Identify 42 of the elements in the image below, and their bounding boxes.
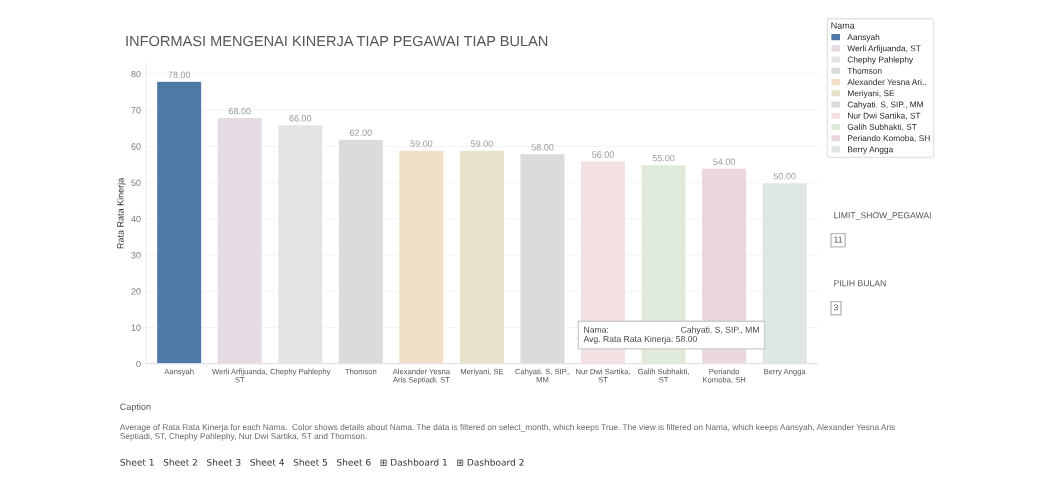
legend-label: Thomson [847, 67, 882, 74]
y-tick-label: 50 [131, 179, 141, 186]
data-label: 58.00 [531, 144, 554, 151]
y-tick-label: 70 [131, 107, 141, 114]
y-tick-label: 10 [131, 324, 141, 331]
y-tick-label: 40 [131, 215, 141, 223]
legend-label: Periando Komoba, SH [848, 134, 930, 143]
data-label: 59.00 [470, 140, 493, 147]
legend-label: Berry Angga [848, 146, 894, 154]
text: Average of Rata Rata Kinerja for each Nama. Color shows details about Nama. The data is filtered on select_month, which keeps True. The view is filtered on Nama, which keeps Aansyah, Alexander Yesna Aris Septiadi, ST, Chephy Pahlephy, Nur Dwi Sartika, ST and Thomson. [119, 423, 895, 441]
text: PILIH BULAN [834, 280, 886, 287]
legend-title: Nama [831, 22, 855, 29]
data-label: 56.00 [592, 151, 614, 158]
data-label: 68.00 [228, 107, 251, 115]
y-tick-label: 0 [136, 360, 141, 368]
data-label: 59.00 [410, 140, 433, 147]
y-tick-label: 20 [131, 288, 141, 295]
y-axis-title: Rata Rata Kinerja [117, 177, 126, 249]
data-label: 66.00 [289, 115, 312, 122]
data-label: 54.00 [713, 158, 736, 165]
legend-label: Werli Arfijuanda, ST [847, 45, 921, 53]
text: 3 [833, 304, 839, 311]
y-tick-label: 30 [131, 252, 141, 259]
legend-label: Meriyani, SE [848, 90, 895, 98]
legend-label: Nur Dwi Sartika, ST [848, 112, 921, 120]
data-label: 55.00 [652, 154, 675, 162]
legend-label: Alexander Yesna Ari.. [847, 78, 926, 85]
legend-label: Cahyati. S, SIP., MM [847, 101, 923, 110]
y-tick-label: 60 [131, 143, 141, 150]
legend-label: Chephy Pahlephy [847, 56, 914, 65]
annotation: Nama: Cahyati. S, SIP., MM Avg. Rata Rata Kinerja: 58.00 [583, 326, 759, 344]
text: LIMIT_SHOW_PEGAWAI [834, 212, 931, 220]
text: 11 [834, 236, 843, 243]
legend-label: Galih Subhakti, ST [847, 123, 917, 131]
text: Caption [120, 403, 151, 412]
text: Sheet 1 Sheet 2 Sheet 3 Sheet 4 Sheet 5 Sheet 6 ⊞ Dashboard 1 ⊞ Dashboard 2 [120, 458, 524, 466]
data-label: 62.00 [349, 129, 372, 136]
chart-title: INFORMASI MENGENAI KINERJA TIAP PEGAWAI TIAP BULAN [126, 35, 548, 47]
data-label: 50.00 [773, 173, 796, 180]
data-label: 78.00 [168, 71, 191, 78]
legend-label: Aansyah [847, 33, 880, 42]
y-tick-label: 80 [131, 70, 141, 78]
